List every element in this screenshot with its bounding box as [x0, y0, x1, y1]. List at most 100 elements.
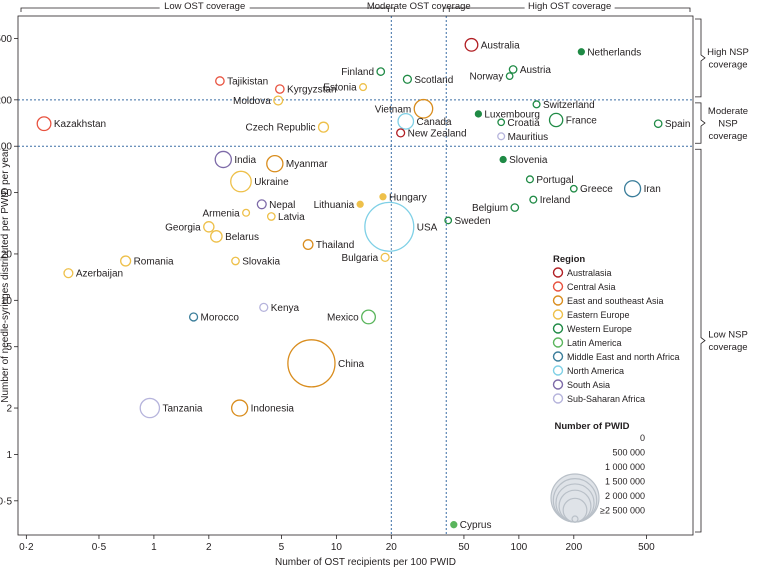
x-tick-label: 50 — [458, 542, 470, 553]
x-tick-label: 1 — [151, 542, 157, 553]
legend-region-label: East and southeast Asia — [567, 296, 664, 306]
point-marker — [203, 221, 215, 233]
point-switzerland: Switzerland — [532, 100, 595, 111]
point-finland: Finland — [341, 67, 386, 78]
y-tick-label: 5 — [6, 342, 12, 353]
coverage-bands: Low OST coverage Moderate OST coverage Hig… — [20, 1, 749, 533]
point-australia: Australia — [464, 37, 520, 52]
point-label: France — [566, 115, 598, 126]
x-tick-label: 2 — [206, 542, 212, 553]
legend-region-label: Sub-Saharan Africa — [567, 394, 645, 404]
legend-size-label: 500 000 — [612, 448, 645, 458]
point-canada: Canada — [397, 112, 452, 130]
x-tick-label: 200 — [565, 542, 582, 553]
y-tick-label: 50 — [1, 188, 13, 199]
x-tick-label: 10 — [331, 542, 343, 553]
point-marker — [529, 195, 538, 204]
y-tick-label: 100 — [0, 142, 12, 153]
legend-size-label: 1 500 000 — [605, 477, 645, 487]
x-tick-label: 20 — [386, 542, 398, 553]
point-marker — [397, 112, 415, 130]
point-marker — [525, 175, 534, 184]
point-label: Latvia — [278, 212, 305, 223]
point-new-zealand: New Zealand — [396, 128, 467, 139]
point-greece: Greece — [569, 184, 613, 195]
point-slovakia: Slovakia — [231, 256, 280, 267]
nsp-coverage-label: Low NSP coverage — [708, 330, 748, 354]
point-marker — [548, 112, 564, 128]
point-label: Bulgaria — [341, 253, 378, 264]
point-label: Iran — [644, 184, 661, 195]
point-netherlands: Netherlands — [577, 47, 641, 58]
point-label: Slovenia — [509, 155, 548, 166]
point-marker — [402, 74, 413, 84]
point-kenya: Kenya — [259, 302, 300, 314]
point-marker — [413, 98, 434, 119]
point-estonia: Estonia — [323, 83, 368, 94]
nsp-coverage-bracket — [695, 102, 706, 144]
point-label: Belgium — [472, 203, 508, 214]
point-label: Indonesia — [251, 404, 295, 415]
point-label: Azerbaijan — [76, 269, 123, 280]
point-marker — [359, 83, 368, 92]
point-nepal: Nepal — [256, 199, 295, 211]
point-marker — [569, 184, 578, 193]
legend-size-label: 2 000 000 — [605, 491, 645, 501]
point-marker — [497, 118, 506, 127]
ost-coverage-label: Low OST coverage — [164, 1, 245, 12]
point-mauritius: Mauritius — [497, 132, 548, 143]
point-marker — [376, 67, 386, 76]
legend-size-label: 0 — [640, 433, 645, 443]
point-marker — [380, 252, 390, 262]
point-marker — [499, 155, 507, 164]
point-kazakhstan: Kazakhstan — [36, 116, 106, 132]
legend-region-swatch — [552, 309, 564, 320]
point-czech-republic: Czech Republic — [246, 121, 330, 134]
point-france: France — [548, 112, 598, 128]
point-label: Mexico — [327, 312, 359, 323]
x-tick-label: 0·5 — [92, 542, 107, 553]
y-tick-label: 500 — [0, 34, 12, 45]
legend-region-label: Latin America — [567, 338, 622, 348]
data-points: Kazakhstan Tajikistan Kyrgyzstan Moldova Est… — [36, 37, 690, 531]
point-scotland: Scotland — [402, 74, 453, 86]
point-armenia: Armenia — [202, 208, 251, 219]
legend-size-label: ≥2 500 000 — [600, 506, 645, 516]
point-marker — [230, 170, 252, 193]
legend-region-label: Eastern Europe — [567, 310, 630, 320]
x-axis-title: Number of OST recipients per 100 PWID — [275, 557, 456, 568]
legend-region-swatch — [552, 281, 564, 292]
point-marker — [510, 203, 520, 212]
legend-region-swatch — [552, 393, 564, 404]
point-label: Kyrgyzstan — [287, 85, 336, 96]
point-morocco: Morocco — [188, 312, 239, 323]
point-label: Lithuania — [314, 200, 355, 211]
legend-size-circle — [571, 515, 579, 523]
point-marker — [210, 230, 223, 243]
point-norway: Norway — [469, 72, 514, 83]
point-label: Thailand — [316, 240, 354, 251]
point-usa: USA — [364, 201, 438, 252]
point-marker — [266, 212, 276, 221]
point-label: Netherlands — [587, 47, 641, 58]
point-ireland: Ireland — [529, 195, 570, 206]
point-marker — [474, 110, 483, 118]
point-ukraine: Ukraine — [230, 170, 289, 193]
x-tick-label: 500 — [638, 542, 655, 553]
point-label: Scotland — [414, 75, 453, 86]
point-indonesia: Indonesia — [231, 399, 295, 417]
point-marker — [259, 302, 269, 312]
point-label: New Zealand — [408, 128, 467, 139]
point-belgium: Belgium — [472, 203, 520, 214]
point-label: Switzerland — [543, 100, 595, 111]
point-label: Czech Republic — [246, 123, 316, 134]
point-label: Tajikistan — [227, 77, 268, 88]
point-marker — [188, 312, 199, 322]
y-tick-label: 20 — [1, 249, 13, 260]
point-marker — [63, 268, 74, 279]
point-marker — [623, 180, 642, 198]
threshold-lines — [18, 16, 693, 535]
point-marker — [497, 132, 506, 141]
point-label: Canada — [417, 117, 452, 128]
point-marker — [266, 155, 284, 173]
